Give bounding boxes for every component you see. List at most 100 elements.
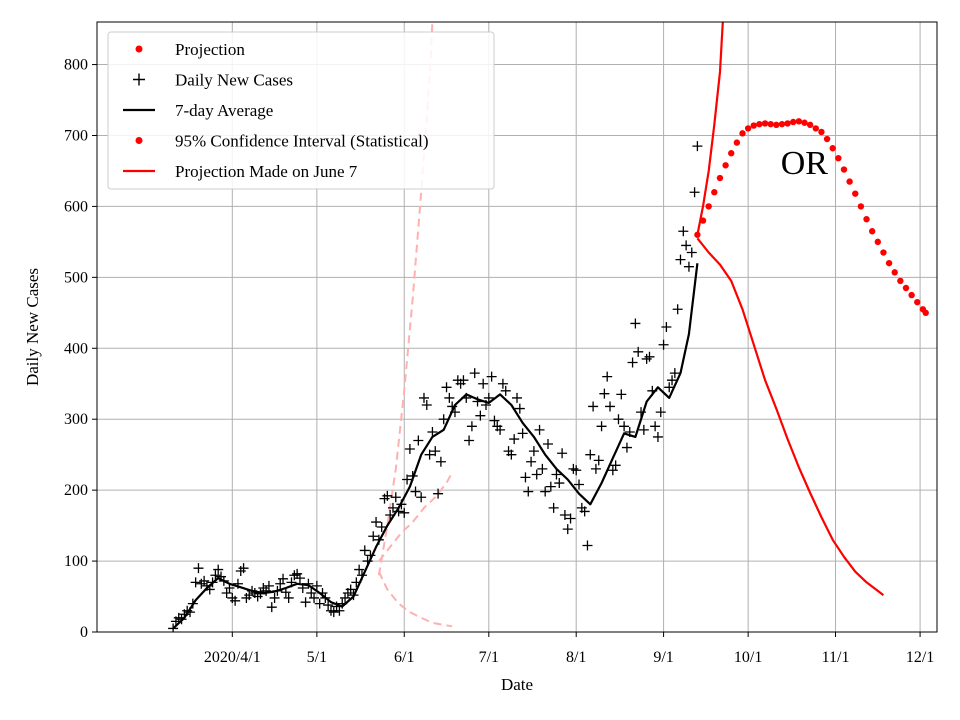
legend-box bbox=[107, 31, 495, 190]
projection-point bbox=[868, 228, 876, 235]
daily-new-cases-point bbox=[314, 598, 325, 609]
daily-new-cases-point bbox=[692, 141, 703, 152]
y-tick-label: 500 bbox=[64, 269, 88, 286]
daily-new-cases-point bbox=[557, 448, 568, 459]
daily-new-cases-point bbox=[266, 602, 277, 613]
daily-new-cases-point bbox=[354, 564, 365, 575]
projection-point bbox=[744, 125, 752, 132]
daily-new-cases-point bbox=[630, 318, 641, 329]
daily-new-cases-point bbox=[444, 392, 455, 403]
daily-new-cases-point bbox=[655, 407, 666, 418]
projection-point bbox=[874, 238, 882, 246]
daily-new-cases-point bbox=[523, 486, 534, 497]
lower-bound-june-7-line bbox=[377, 571, 453, 628]
daily-new-cases-point bbox=[359, 545, 370, 556]
daily-new-cases-point bbox=[506, 449, 517, 460]
daily-new-cases-point bbox=[190, 577, 201, 588]
daily-new-cases-point bbox=[605, 401, 616, 412]
daily-new-cases-point bbox=[517, 428, 528, 439]
daily-new-cases-point bbox=[652, 431, 663, 442]
projection-point bbox=[784, 120, 791, 127]
daily-new-cases-point bbox=[678, 226, 689, 237]
daily-new-cases-point bbox=[540, 486, 551, 497]
daily-new-cases-point bbox=[559, 509, 570, 520]
daily-new-cases-point bbox=[548, 502, 559, 513]
daily-new-cases-point bbox=[399, 507, 410, 518]
daily-new-cases-point bbox=[430, 446, 441, 457]
y-tick-label: 100 bbox=[64, 553, 88, 570]
projection-point bbox=[756, 120, 763, 128]
daily-new-cases-point bbox=[593, 455, 604, 466]
y-tick-label: 300 bbox=[64, 411, 88, 428]
daily-new-cases-point bbox=[520, 472, 531, 483]
projection-point bbox=[902, 284, 910, 292]
daily-new-cases-point bbox=[368, 531, 379, 542]
x-tick-label: 10/1 bbox=[734, 649, 762, 666]
daily-new-cases-point bbox=[413, 435, 424, 446]
daily-new-cases-point bbox=[672, 304, 683, 315]
projection-point bbox=[840, 166, 848, 173]
daily-new-cases-point bbox=[627, 357, 638, 368]
daily-new-cases-point bbox=[512, 392, 522, 403]
x-tick-label: 8/1 bbox=[566, 649, 586, 666]
projection-point bbox=[699, 217, 707, 224]
daily-new-cases-point bbox=[675, 254, 686, 265]
projection-point bbox=[801, 119, 808, 126]
daily-new-cases-point bbox=[497, 378, 508, 389]
legend-item-projection: Projection bbox=[135, 40, 245, 59]
daily-new-cases-point bbox=[402, 474, 413, 485]
daily-new-cases-point bbox=[441, 382, 452, 393]
daily-new-cases-point bbox=[435, 456, 446, 467]
legend-item-daily-new-cases: Daily New Cases bbox=[133, 71, 293, 90]
daily-new-cases-point bbox=[602, 371, 613, 382]
daily-new-cases-point bbox=[574, 479, 585, 490]
daily-new-cases-point bbox=[263, 580, 274, 591]
daily-new-cases-point bbox=[328, 607, 339, 618]
plot-frame bbox=[96, 21, 938, 633]
legend-label: 7-day Average bbox=[175, 101, 273, 120]
daily-new-cases-point bbox=[438, 414, 449, 425]
projection-point bbox=[750, 122, 757, 129]
daily-new-cases-point bbox=[579, 506, 590, 517]
daily-new-cases-point bbox=[269, 592, 280, 603]
daily-new-cases-point bbox=[534, 424, 545, 435]
daily-new-cases-point bbox=[495, 424, 506, 435]
daily-new-cases-point bbox=[562, 524, 573, 535]
projection-point bbox=[880, 249, 887, 256]
x-tick-label: 5/1 bbox=[307, 649, 327, 666]
daily-new-cases-point bbox=[689, 187, 700, 198]
daily-new-cases-point bbox=[596, 421, 607, 432]
projection-point bbox=[885, 259, 893, 267]
daily-new-cases-point bbox=[283, 592, 294, 603]
daily-new-cases-point bbox=[213, 564, 224, 575]
daily-new-cases-point bbox=[588, 401, 599, 412]
daily-new-cases-point bbox=[633, 346, 644, 357]
daily-new-cases-point bbox=[466, 421, 477, 432]
x-tick-label: 9/1 bbox=[653, 649, 673, 666]
x-tick-label: 2020/4/1 bbox=[204, 649, 261, 666]
projection-point bbox=[728, 150, 735, 157]
legend-marker-plus bbox=[133, 73, 145, 86]
projection-point bbox=[773, 121, 780, 129]
legend-item-7-day-average: 7-day Average bbox=[123, 101, 273, 120]
daily-new-cases-point bbox=[545, 481, 556, 492]
daily-new-cases-point bbox=[278, 573, 289, 584]
daily-new-cases-point bbox=[613, 414, 624, 425]
upper-bound-june-7-line bbox=[377, 22, 434, 576]
daily-new-cases-point bbox=[526, 456, 537, 467]
clipped-series bbox=[168, 22, 929, 632]
projection-point bbox=[829, 145, 836, 152]
daily-new-cases-point bbox=[478, 378, 489, 389]
legend-marker-dot bbox=[135, 45, 143, 53]
x-tick-label: 11/1 bbox=[822, 649, 850, 666]
daily-new-cases-point bbox=[509, 434, 520, 445]
daily-new-cases-point bbox=[334, 605, 345, 616]
projection-point bbox=[711, 189, 718, 196]
legend-item-projection-made-on-june-7: Projection Made on June 7 bbox=[123, 162, 358, 181]
daily-new-cases-point bbox=[531, 469, 542, 480]
projection-point bbox=[835, 154, 842, 162]
projection-point bbox=[908, 291, 915, 299]
x-tick-label: 12/1 bbox=[906, 649, 934, 666]
y-tick-label: 600 bbox=[64, 198, 88, 215]
daily-new-cases-point bbox=[424, 449, 435, 460]
